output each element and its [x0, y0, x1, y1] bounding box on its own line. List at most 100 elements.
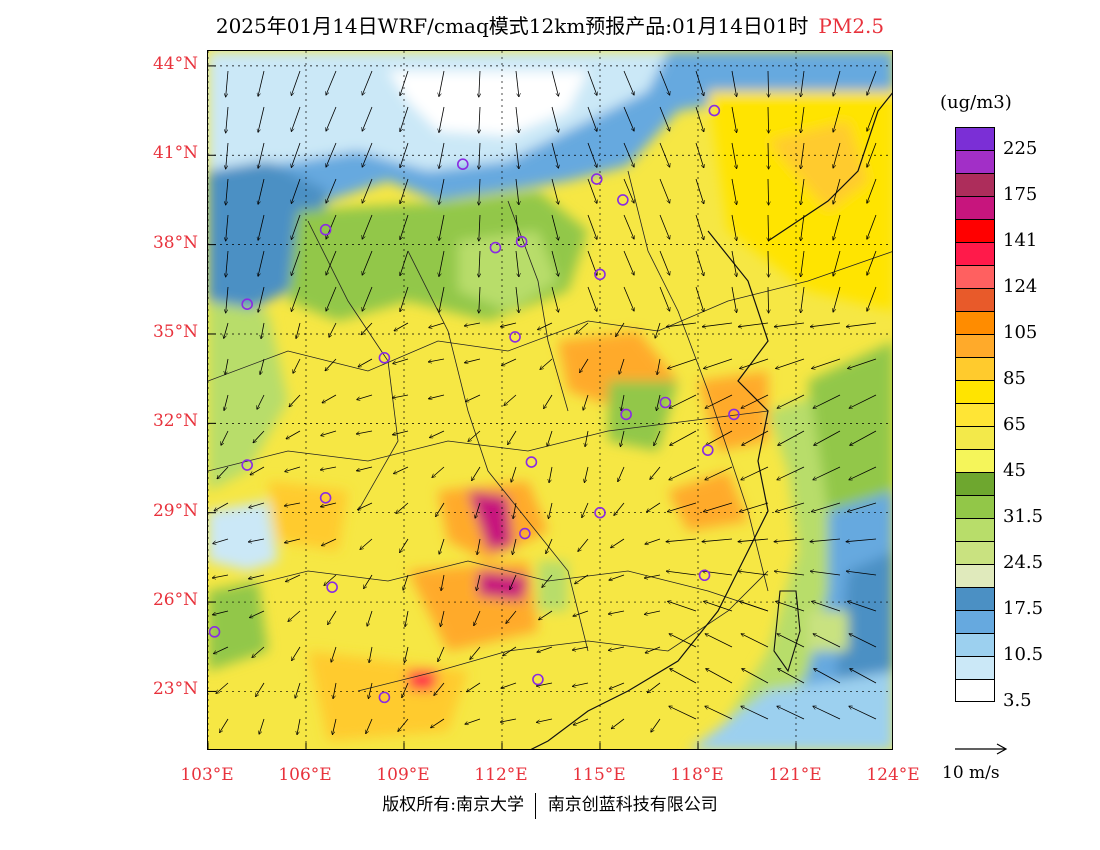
wind-arrow: [867, 250, 877, 275]
wind-arrow: [616, 322, 625, 337]
city-marker: [594, 268, 606, 281]
wind-arrow: [515, 142, 519, 169]
wind-arrow: [742, 669, 769, 684]
wind-arrow: [774, 538, 805, 542]
city-marker: [489, 241, 502, 254]
wind-arrow: [295, 682, 301, 698]
wind-arrow: [253, 430, 265, 443]
wind-arrow: [402, 682, 409, 698]
wind-arrow: [850, 430, 877, 445]
wind-arrow: [740, 358, 769, 369]
wind-arrow: [768, 214, 769, 241]
wind-arrow: [479, 142, 480, 169]
wind-arrow: [226, 142, 229, 169]
wind-arrow: [362, 178, 373, 203]
wind-arrow: [669, 394, 697, 408]
wind-arrow: [666, 322, 697, 327]
title-pollutant: PM2.5: [818, 14, 885, 38]
colorbar-label: 124: [1003, 276, 1038, 297]
wind-arrow: [364, 574, 373, 589]
city-marker: [378, 352, 391, 364]
colorbar-swatch: [955, 633, 995, 656]
wind-arrow: [777, 466, 805, 480]
wind-arrow: [731, 142, 737, 169]
wind-arrow: [291, 178, 301, 204]
wind-arrow: [400, 106, 409, 132]
wind-arrow: [551, 70, 559, 96]
wind-arrow: [394, 322, 409, 331]
wind-arrow: [695, 70, 704, 96]
wind-arrow: [297, 718, 301, 735]
wind-arrow: [258, 250, 265, 276]
wind-arrow: [657, 358, 661, 375]
wind-arrow: [286, 574, 301, 582]
wind-arrow: [549, 466, 553, 483]
colorbar-swatch: [955, 679, 995, 702]
wind-arrow: [778, 430, 805, 445]
wind-arrow: [400, 250, 409, 276]
city-marker: [378, 691, 391, 704]
wind-arrow: [548, 502, 553, 519]
wind-arrow: [439, 286, 445, 313]
wind-arrow: [326, 178, 337, 203]
colorbar-swatch: [955, 219, 995, 242]
wind-arrow: [539, 610, 553, 620]
wind-arrow: [706, 430, 733, 445]
wind-arrow: [810, 538, 841, 542]
wind-arrow: [659, 214, 670, 239]
wind-arrow: [212, 574, 229, 578]
wind-arrow: [833, 106, 841, 132]
wind-arrow: [439, 538, 445, 554]
wind-arrow: [439, 142, 445, 169]
wind-arrow: [849, 394, 877, 408]
colorbar: [955, 127, 995, 702]
wind-arrow: [702, 322, 733, 327]
city-marker: [457, 158, 469, 170]
wind-arrow: [439, 70, 445, 97]
wind-arrow: [668, 601, 697, 612]
wind-arrow: [368, 682, 373, 699]
wind-arrow: [360, 538, 373, 550]
wind-arrow: [428, 358, 445, 362]
wind-arrow: [670, 669, 697, 684]
wind-arrow: [774, 322, 805, 327]
wind-arrow: [361, 322, 373, 335]
wind-arrow: [400, 70, 409, 96]
wind-arrow: [621, 394, 625, 411]
wind-arrow: [609, 574, 625, 580]
wind-arrow: [849, 466, 877, 480]
city-marker: [698, 569, 711, 582]
wind-arrow: [511, 466, 517, 482]
wind-arrow: [468, 430, 481, 442]
city-marker: [708, 104, 721, 117]
wind-arrow: [695, 142, 704, 168]
wind-arrow: [801, 106, 805, 133]
lon-label: 118°E: [670, 765, 724, 785]
wind-arrow: [706, 669, 733, 684]
lon-label: 106°E: [278, 765, 332, 785]
wind-arrow: [394, 466, 409, 474]
wind-arrow: [705, 394, 733, 408]
wind-arrow: [470, 646, 481, 659]
wind-arrow: [656, 394, 661, 411]
wind-arrow: [704, 358, 733, 369]
wind-arrow: [867, 214, 877, 239]
colorbar-swatch: [955, 403, 995, 426]
lat-label: 32°N: [152, 411, 198, 432]
wind-arrow: [400, 142, 409, 168]
wind-arrow: [286, 430, 301, 439]
wind-arrow: [659, 106, 670, 131]
wind-arrow: [738, 322, 769, 327]
wind-arrow: [441, 574, 445, 591]
wind-arrow: [703, 502, 733, 512]
wind-arrow: [741, 466, 769, 480]
wind-arrow: [260, 358, 265, 375]
wind-arrow: [833, 214, 841, 240]
wind-arrow: [358, 502, 373, 510]
wind-arrow: [547, 430, 553, 446]
wind-arrow: [501, 322, 517, 327]
lat-label: 44°N: [152, 53, 198, 74]
wind-arrow: [578, 538, 589, 551]
city-marker: [620, 408, 632, 421]
wind-arrow: [540, 358, 553, 370]
